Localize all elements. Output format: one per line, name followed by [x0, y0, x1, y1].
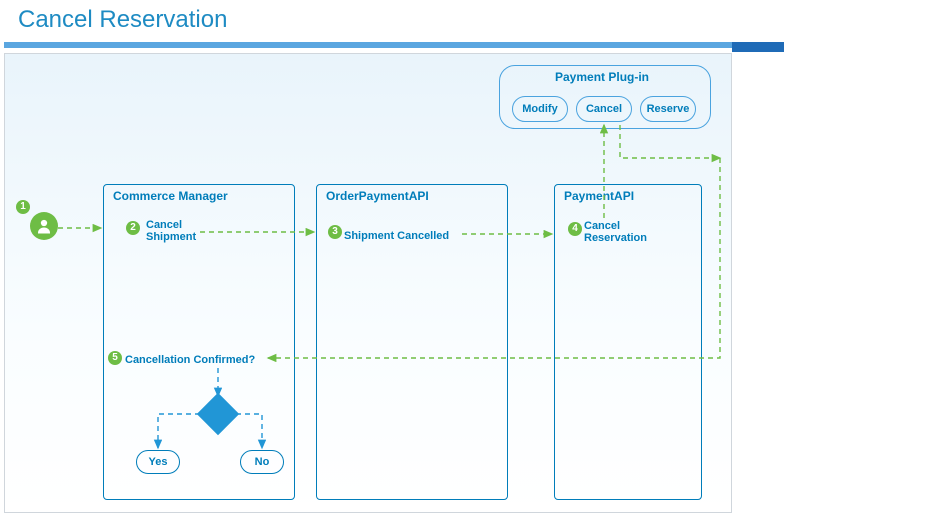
accent-bar-light: [4, 42, 732, 48]
cancel-button[interactable]: Cancel: [576, 96, 632, 122]
step-2-label: Cancel Shipment: [146, 219, 196, 243]
step-3-badge: 3: [328, 225, 342, 239]
order-payment-api-title: OrderPaymentAPI: [326, 190, 429, 203]
step-4-badge: 4: [568, 222, 582, 236]
modify-button[interactable]: Modify: [512, 96, 568, 122]
actor-icon: [30, 212, 58, 240]
page-title: Cancel Reservation: [18, 6, 227, 34]
reserve-button[interactable]: Reserve: [640, 96, 696, 122]
step-5-badge: 5: [108, 351, 122, 365]
payment-plugin-title: Payment Plug-in: [555, 71, 649, 84]
no-node: No: [240, 450, 284, 474]
commerce-manager-title: Commerce Manager: [113, 190, 228, 203]
step-2-badge: 2: [126, 221, 140, 235]
step-1-badge: 1: [16, 200, 30, 214]
accent-bar-dark: [732, 42, 784, 52]
step-3-label: Shipment Cancelled: [344, 230, 449, 242]
diagram-viewport: Cancel Reservation Payment Plug-in Modif…: [0, 0, 941, 517]
step-5-label: Cancellation Confirmed?: [125, 354, 255, 366]
yes-node: Yes: [136, 450, 180, 474]
step-4-label: Cancel Reservation: [584, 220, 647, 244]
payment-api-title: PaymentAPI: [564, 190, 634, 203]
